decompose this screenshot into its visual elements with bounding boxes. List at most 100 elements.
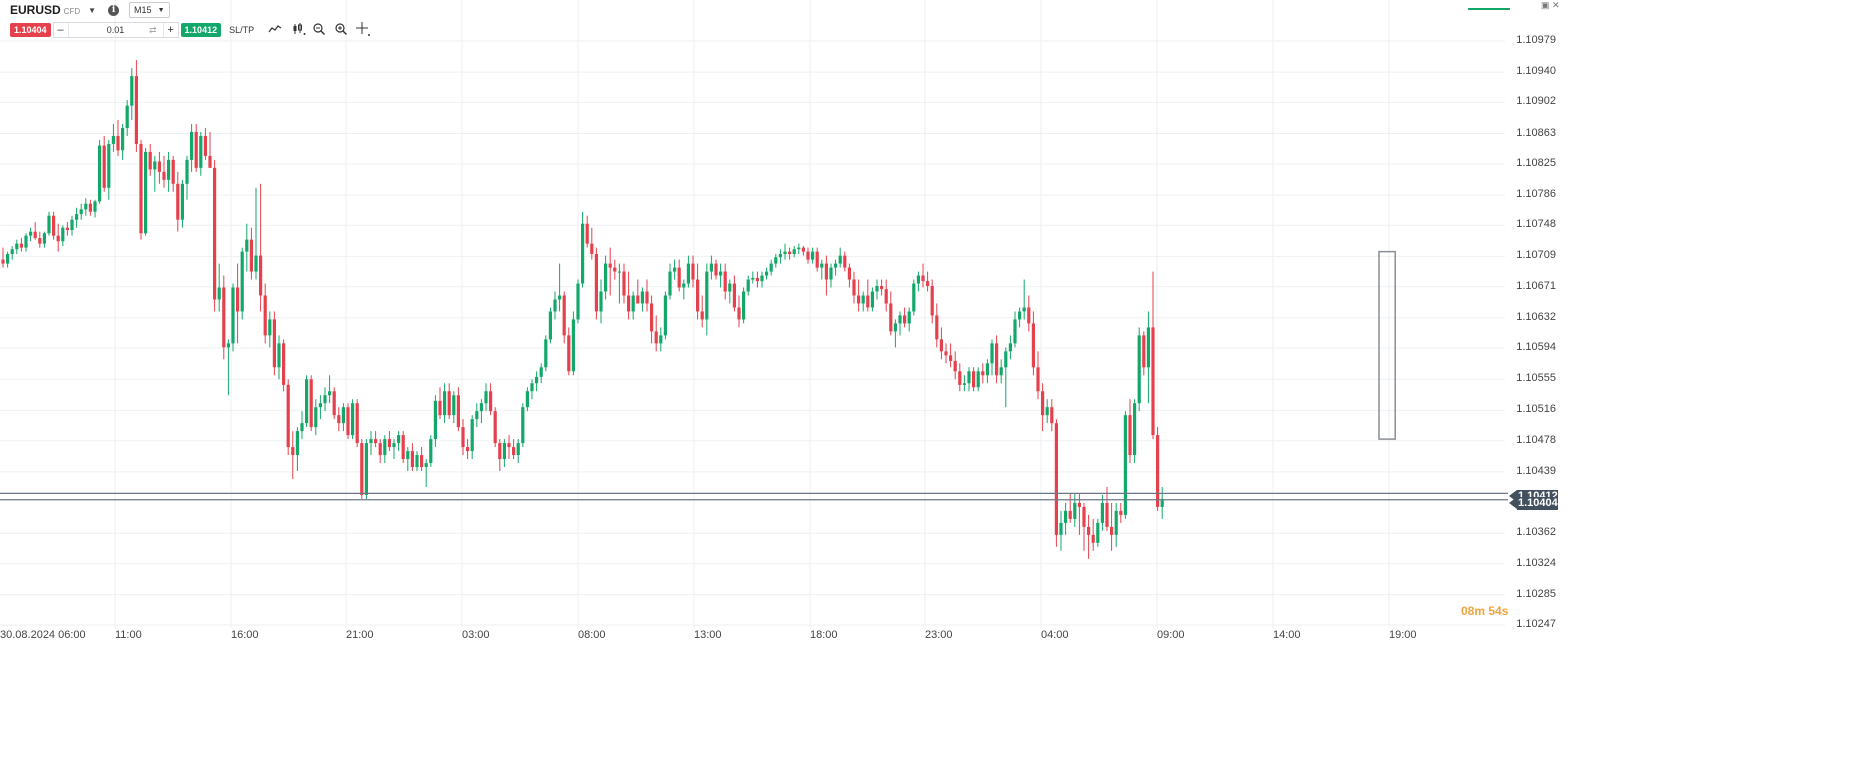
price-lines xyxy=(0,492,1508,501)
restore-icon[interactable]: ▣ xyxy=(1541,0,1550,10)
candle-body xyxy=(737,307,741,320)
candle-body xyxy=(364,443,368,495)
candle-body xyxy=(944,351,948,356)
candle-body xyxy=(300,423,304,432)
candle-body xyxy=(1041,391,1045,416)
candle-body xyxy=(323,395,327,404)
candle-body xyxy=(1004,351,1008,368)
buy-button[interactable]: 1.10412 xyxy=(180,23,222,37)
swap-icon[interactable]: ⇄ xyxy=(149,25,157,35)
candle-body xyxy=(208,155,212,168)
candle-body xyxy=(668,271,672,296)
candle-body xyxy=(70,219,74,231)
candle-body xyxy=(236,287,240,312)
increase-button[interactable]: + xyxy=(167,24,174,36)
candle-body xyxy=(1133,403,1137,456)
candle-body xyxy=(61,227,65,242)
candle-body xyxy=(10,249,14,255)
candle-body xyxy=(1082,506,1086,527)
candle-body xyxy=(1151,327,1155,436)
decrease-button[interactable]: – xyxy=(57,24,64,36)
candle-body xyxy=(415,455,419,468)
candle-body xyxy=(659,335,663,344)
candle-body xyxy=(889,303,893,332)
candle-body xyxy=(245,239,249,252)
candle-body xyxy=(654,331,658,344)
candle-body xyxy=(916,275,920,284)
candle-body xyxy=(893,323,897,332)
symbol-type: CFD xyxy=(63,7,81,16)
candle-body xyxy=(1008,343,1012,352)
candle-body xyxy=(719,271,723,276)
price-tick-label: 1.10863 xyxy=(1516,126,1556,139)
price-tick-label: 1.10594 xyxy=(1516,341,1556,354)
candle-body xyxy=(783,251,787,255)
quantity-input[interactable]: 0.01 ⇄ xyxy=(67,23,164,37)
candle-body xyxy=(691,263,695,280)
sltp-button[interactable]: SL/TP xyxy=(229,25,255,35)
candle-body xyxy=(346,407,350,436)
candle-body xyxy=(581,223,585,284)
candle-body xyxy=(815,251,819,268)
candle-body xyxy=(180,183,184,220)
price-tick-label: 1.10247 xyxy=(1516,618,1556,630)
candle-body xyxy=(801,247,805,252)
candle-body xyxy=(286,384,290,448)
candle-body xyxy=(438,400,442,416)
symbol-name[interactable]: EURUSD xyxy=(10,3,61,17)
candle-body xyxy=(249,239,253,272)
zoom-out-icon[interactable] xyxy=(312,22,326,38)
candle-body xyxy=(788,251,792,255)
candle-body xyxy=(190,131,194,160)
candle-body xyxy=(728,283,732,292)
candle-body xyxy=(972,371,976,388)
candle-body xyxy=(277,343,281,368)
crosshair-icon[interactable] xyxy=(356,21,371,39)
candle-body xyxy=(926,281,930,286)
price-tick-label: 1.10285 xyxy=(1516,587,1556,600)
candle-body xyxy=(627,295,631,312)
candle-body xyxy=(433,400,437,440)
candle-body xyxy=(599,291,603,312)
time-tick-label: 21:00 xyxy=(346,629,374,641)
trade-bar: 1.10404 – 0.01 ⇄ + 1.10412 SL/TP xyxy=(10,21,371,39)
candle-body xyxy=(56,235,60,242)
close-icon[interactable]: ✕ xyxy=(1552,0,1560,10)
candle-body xyxy=(222,287,226,348)
candle-body xyxy=(1068,510,1072,519)
candle-body xyxy=(199,135,203,168)
candle-body xyxy=(765,271,769,276)
price-tick-label: 1.10825 xyxy=(1516,156,1556,169)
bid-price-tag: 1.10404 xyxy=(1509,497,1558,510)
price-tick-label: 1.10516 xyxy=(1516,403,1556,416)
indicators-icon[interactable] xyxy=(292,22,306,38)
candle-body xyxy=(420,455,424,468)
candle-body xyxy=(875,285,879,292)
candle-body xyxy=(1073,502,1077,519)
candle-body xyxy=(714,263,718,276)
candle-body xyxy=(521,407,525,444)
candle-body xyxy=(1096,522,1100,543)
candle-body xyxy=(176,183,180,220)
price-tick-label: 1.10786 xyxy=(1516,187,1556,200)
candle-body xyxy=(843,255,847,268)
candle-body xyxy=(153,161,157,170)
candle-body xyxy=(392,443,396,448)
line-style-icon[interactable] xyxy=(268,23,282,37)
candle-body xyxy=(636,295,640,304)
quantity-stepper[interactable]: – 0.01 ⇄ + xyxy=(52,22,179,38)
candle-body xyxy=(604,263,608,292)
symbol-dropdown-icon[interactable]: ▼ xyxy=(88,5,97,15)
sell-button[interactable]: 1.10404 xyxy=(10,23,51,37)
zoom-in-icon[interactable] xyxy=(334,22,348,38)
time-tick-label: 14:00 xyxy=(1273,629,1301,641)
candle-body xyxy=(456,395,460,428)
candle-body xyxy=(38,238,42,244)
candle-body xyxy=(1059,522,1063,535)
timeframe-select[interactable]: M15 ▼ xyxy=(129,2,170,18)
price-tick-label: 1.10324 xyxy=(1516,556,1556,569)
info-icon[interactable]: i xyxy=(108,4,120,16)
candle-body xyxy=(406,451,410,460)
candle-body xyxy=(148,151,152,170)
